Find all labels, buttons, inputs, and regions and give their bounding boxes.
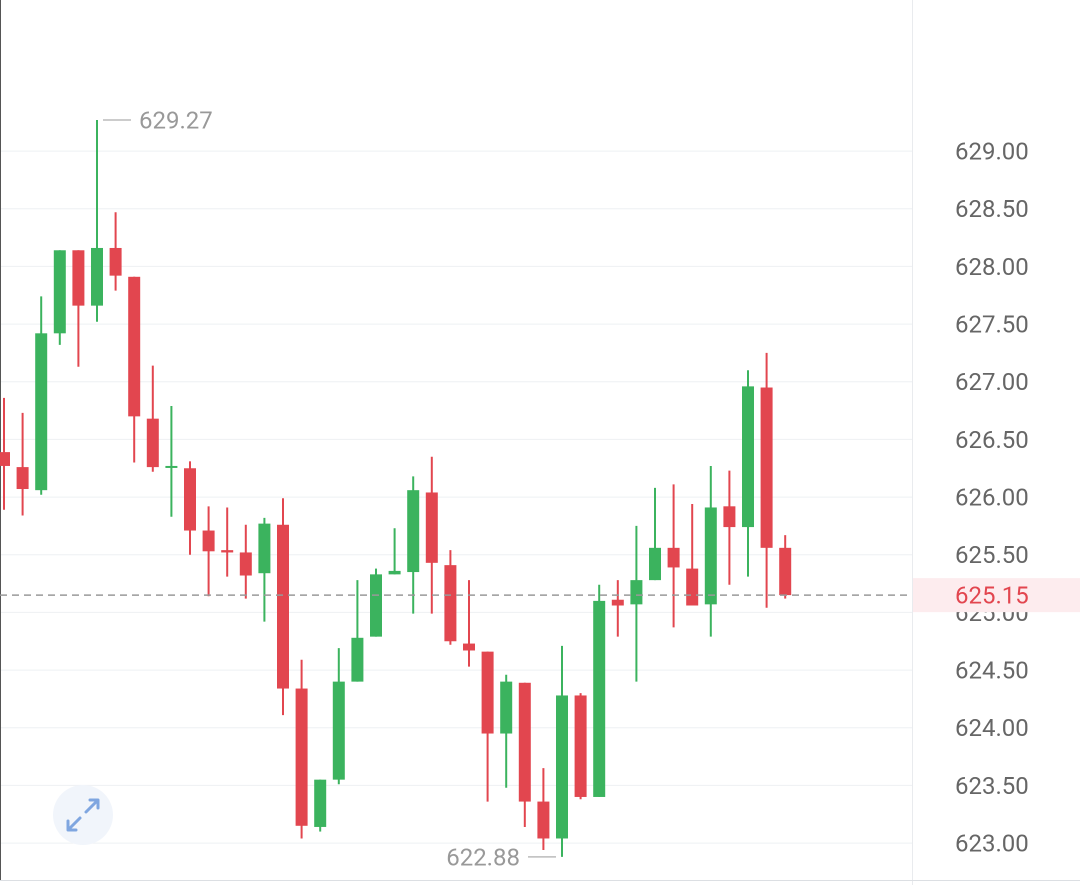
candle-body — [388, 570, 401, 575]
candle-body — [481, 651, 494, 734]
grid: 623.00623.50624.00624.50625.00625.50626.… — [0, 137, 1029, 857]
candle-body — [146, 418, 159, 468]
y-tick-label: 624.00 — [955, 714, 1029, 742]
candle-body — [407, 490, 420, 573]
candle-body — [202, 530, 215, 552]
candle-body — [611, 599, 624, 606]
y-tick-label: 623.00 — [955, 829, 1029, 857]
candle-body — [221, 550, 234, 553]
last-price-badge — [913, 578, 1080, 613]
candle-body — [295, 688, 308, 826]
candle-body — [760, 387, 773, 548]
candle-body — [370, 574, 382, 637]
candle-body — [239, 552, 252, 576]
y-tick-label: 628.50 — [955, 195, 1029, 223]
last-price-label: 625.15 — [955, 581, 1029, 609]
candle-body — [649, 547, 661, 581]
candle-body — [314, 779, 327, 827]
candle-body — [537, 801, 550, 839]
candle-body — [91, 247, 103, 306]
y-tick-label: 624.50 — [955, 656, 1029, 684]
candle-body — [184, 468, 196, 531]
candle-body — [779, 547, 792, 596]
candle-body — [723, 506, 736, 528]
candle-body — [109, 247, 122, 276]
candle-body — [667, 547, 680, 568]
candle-body — [444, 565, 457, 642]
candle-body — [72, 250, 85, 306]
candle-body — [704, 507, 717, 605]
y-tick-label: 627.00 — [955, 368, 1029, 396]
annotations: 629.27 622.88 625.15 — [0, 106, 1080, 871]
candle-body — [165, 465, 178, 468]
candle-body — [128, 276, 141, 417]
candle-body — [0, 452, 10, 466]
candle-body — [463, 643, 475, 651]
candle-body — [16, 467, 29, 490]
candle-body — [258, 523, 271, 574]
candle-body — [277, 524, 289, 689]
candle-body — [686, 568, 699, 606]
candle-body — [425, 492, 438, 563]
y-tick-label: 628.00 — [955, 253, 1029, 281]
candle-body — [742, 386, 754, 528]
y-tick-label: 623.50 — [955, 772, 1029, 800]
low-label: 622.88 — [446, 843, 520, 871]
expand-icon[interactable] — [66, 798, 100, 832]
high-label: 629.27 — [139, 106, 213, 134]
y-tick-label: 627.50 — [955, 310, 1029, 338]
y-tick-label: 626.50 — [955, 426, 1029, 454]
candle-body — [593, 600, 606, 797]
candles — [0, 119, 792, 857]
candle-body — [351, 637, 364, 682]
candle-body — [53, 250, 66, 334]
expand-button-bg[interactable] — [53, 785, 113, 845]
candle-body — [332, 681, 345, 780]
y-tick-label: 629.00 — [955, 137, 1029, 165]
candle-body — [574, 695, 587, 797]
expand-button[interactable] — [53, 785, 113, 845]
y-tick-label: 626.00 — [955, 483, 1029, 511]
candle-body — [556, 695, 568, 839]
candle-body — [518, 682, 531, 802]
candle-body — [500, 681, 513, 734]
candle-body — [35, 333, 48, 491]
candle-body — [630, 580, 643, 605]
y-tick-label: 625.50 — [955, 541, 1029, 569]
